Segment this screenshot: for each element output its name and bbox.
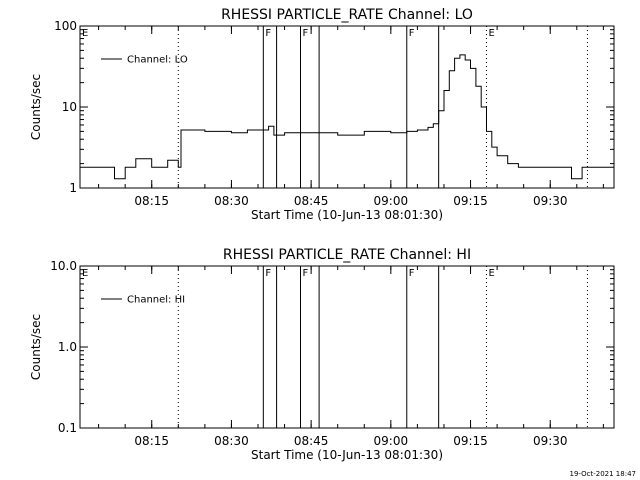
panel-hi-legend-label: Channel: HI xyxy=(127,295,185,306)
chart-panel-lo: RHESSI PARTICLE_RATE Channel: LO E F F F E 1 10… xyxy=(29,7,615,222)
panel-hi-y-tick-label-0: 0.1 xyxy=(58,421,77,435)
panel-hi-x-tick-label-2: 08:45 xyxy=(294,434,329,448)
panel-lo-event-marker-label-4: F xyxy=(303,28,309,39)
chart-panel-hi: RHESSI PARTICLE_RATE Channel: HI E F F F E 0.1… xyxy=(29,247,615,462)
panel-lo-x-tick-label-3: 09:00 xyxy=(374,194,409,208)
footer-timestamp: 19-Oct-2021 18:47 xyxy=(570,470,636,478)
panel-lo-x-tick-label-5: 09:30 xyxy=(533,194,568,208)
panel-lo-legend-label: Channel: LO xyxy=(127,55,188,66)
panel-lo-x-axis-label: Start Time (10-Jun-13 08:01:30) xyxy=(251,208,443,222)
panel-lo-y-axis-label: Counts/sec xyxy=(29,74,43,140)
panel-hi-event-marker-label-4: F xyxy=(303,268,309,279)
panel-lo-chart-title: RHESSI PARTICLE_RATE Channel: LO xyxy=(221,7,473,23)
panel-hi-event-marker-label-8: E xyxy=(488,268,494,279)
panel-lo-x-tick-label-1: 08:30 xyxy=(214,194,249,208)
panel-hi-x-tick-label-0: 08:15 xyxy=(134,434,169,448)
panel-hi-plot-frame xyxy=(79,265,615,429)
panel-lo-y-tick-label-2: 100 xyxy=(54,19,77,33)
panel-hi-y-tick-label-1: 1.0 xyxy=(58,340,77,354)
panel-lo-x-tick-label-4: 09:15 xyxy=(453,194,488,208)
panel-lo-y-tick-label-0: 1 xyxy=(69,181,77,195)
panel-hi-x-tick-label-3: 09:00 xyxy=(374,434,409,448)
panel-lo-y-tick-label-1: 10 xyxy=(62,100,77,114)
panel-hi-x-axis-label: Start Time (10-Jun-13 08:01:30) xyxy=(251,448,443,462)
panel-hi-x-tick-label-4: 09:15 xyxy=(453,434,488,448)
panel-lo-event-marker-label-8: E xyxy=(488,28,494,39)
panel-hi-event-marker-label-2: F xyxy=(265,268,271,279)
panel-hi-x-tick-label-5: 09:30 xyxy=(533,434,568,448)
panel-lo-x-tick-label-0: 08:15 xyxy=(134,194,169,208)
panel-hi-chart-title: RHESSI PARTICLE_RATE Channel: HI xyxy=(223,247,471,263)
panel-hi-x-tick-label-1: 08:30 xyxy=(214,434,249,448)
panel-lo-x-tick-label-2: 08:45 xyxy=(294,194,329,208)
panel-lo-series-line-0 xyxy=(80,54,614,180)
panel-lo-event-marker-label-6: F xyxy=(409,28,415,39)
panel-lo-event-marker-label-2: F xyxy=(265,28,271,39)
panel-hi-y-tick-label-2: 10.0 xyxy=(50,259,77,273)
panel-hi-y-axis-label: Counts/sec xyxy=(29,314,43,380)
panel-hi-event-marker-label-6: F xyxy=(409,268,415,279)
panel-lo-event-marker-label-0: E xyxy=(82,28,88,39)
panel-lo-plot-frame xyxy=(79,25,615,189)
panel-hi-event-marker-label-0: E xyxy=(82,268,88,279)
